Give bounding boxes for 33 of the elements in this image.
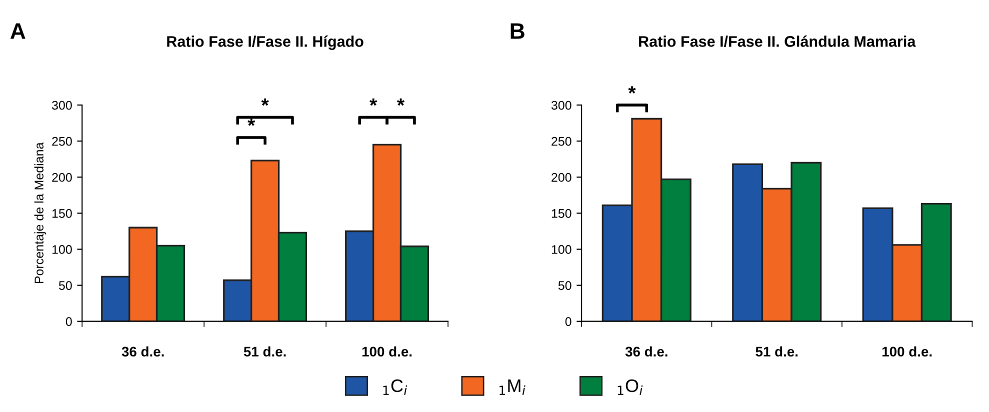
text: A [10,23,26,39]
y-tick-label: 250 [552,136,572,146]
text: B [510,23,524,39]
y-tick-label: 0 [565,317,572,326]
y-tick-label: 50 [58,281,72,290]
y-tick-label: 100 [552,245,572,254]
y-tick-label: 300 [551,100,572,110]
legend-label: $_{1}$O$_{i}$ [618,379,643,395]
chart-title: Ratio Fase I/Fase II. Hígado [167,36,364,50]
y-tick-label: 250 [52,136,72,146]
y-tick-label: 0 [66,317,72,326]
x-tick-label: 36 d.e. [122,346,164,357]
y-tick-label: 50 [558,281,572,290]
x-tick-label: 36 d.e. [625,346,668,357]
legend-label: $_{1}$C$_{i}$ [383,379,408,395]
y-axis-title: Porcentaje de la Mediana [34,142,46,284]
x-tick-label: 51 d.e. [244,346,286,357]
y-tick-label: 150 [552,209,572,218]
y-tick-label: 200 [552,172,572,182]
y-tick-label: 300 [52,100,72,110]
x-tick-label: 51 d.e. [756,346,798,357]
y-tick-label: 200 [52,172,72,182]
annotation: * [397,98,405,106]
annotation: * [261,98,269,106]
legend-label: $_{1}$M$_{i}$ [500,380,526,395]
annotation: * [370,98,378,106]
y-tick-label: 100 [52,245,72,254]
x-tick-label: 100 d.e. [362,346,412,357]
y-tick-label: 150 [52,209,72,218]
annotation: * [248,118,256,126]
x-tick-label: 100 d.e. [882,346,932,357]
chart-title: Ratio Fase I/Fase II. Glándula Mamaria [639,36,916,48]
text: * [628,86,636,94]
